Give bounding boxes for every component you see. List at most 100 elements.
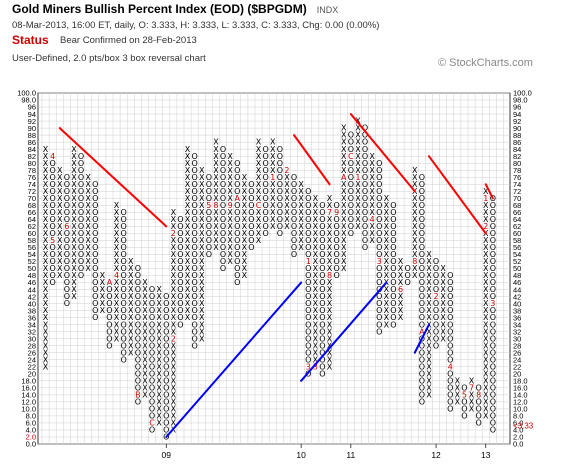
o-mark: O <box>348 215 354 224</box>
o-mark: O <box>277 159 283 168</box>
x-mark: X <box>426 250 432 259</box>
o-mark: O <box>50 187 56 196</box>
x-mark: X <box>384 236 390 245</box>
o-mark: O <box>334 250 340 259</box>
o-mark: O <box>163 376 169 385</box>
y-tick-label-right: 16.0 <box>513 384 528 393</box>
x-mark: X <box>483 208 489 217</box>
x-mark: X <box>43 362 49 371</box>
x-mark: X <box>355 131 361 140</box>
o-mark: O <box>447 271 453 280</box>
x-mark: X <box>43 187 49 196</box>
y-tick-label-left: 34 <box>28 320 36 329</box>
o-mark: O <box>390 285 396 294</box>
x-mark: X <box>313 299 319 308</box>
o-mark: O <box>447 390 453 399</box>
x-mark: X <box>57 180 63 189</box>
y-tick-label-left: 36 <box>28 313 36 322</box>
o-mark: O <box>419 215 425 224</box>
x-mark: X <box>142 341 148 350</box>
o-mark: O <box>234 243 240 252</box>
x-tick-label: 11 <box>346 450 355 460</box>
o-mark: O <box>106 334 112 343</box>
x-mark: X <box>213 236 219 245</box>
x-mark: X <box>426 299 432 308</box>
o-mark: O <box>419 369 425 378</box>
month-marker: 2 <box>483 222 488 231</box>
o-mark: O <box>206 180 212 189</box>
x-mark: X <box>398 306 404 315</box>
x-mark: X <box>227 180 233 189</box>
x-mark: X <box>412 180 418 189</box>
o-mark: O <box>163 362 169 371</box>
x-mark: X <box>227 215 233 224</box>
x-mark: X <box>455 390 461 399</box>
x-mark: X <box>227 222 233 231</box>
x-mark: X <box>71 292 77 301</box>
o-mark: O <box>319 285 325 294</box>
o-mark: O <box>433 299 439 308</box>
month-marker: 7 <box>469 383 474 392</box>
x-mark: X <box>341 152 347 161</box>
o-mark: O <box>248 236 254 245</box>
x-mark: X <box>327 250 333 259</box>
y-tick-label-left: 46 <box>28 278 36 287</box>
o-mark: O <box>490 412 496 421</box>
x-mark: X <box>412 201 418 210</box>
o-mark: O <box>78 222 84 231</box>
x-mark: X <box>313 320 319 329</box>
o-mark: O <box>163 341 169 350</box>
o-mark: O <box>192 271 198 280</box>
x-mark: X <box>398 257 404 266</box>
x-mark: X <box>85 187 91 196</box>
x-mark: X <box>270 145 276 154</box>
x-mark: X <box>384 320 390 329</box>
x-mark: X <box>71 201 77 210</box>
o-mark: O <box>206 194 212 203</box>
x-mark: X <box>256 173 262 182</box>
y-tick-label-right: 42 <box>513 292 521 301</box>
x-mark: X <box>426 292 432 301</box>
x-mark: X <box>369 222 375 231</box>
o-mark: O <box>390 229 396 238</box>
x-mark: X <box>412 215 418 224</box>
x-mark: X <box>483 285 489 294</box>
x-mark: X <box>171 215 177 224</box>
x-mark: X <box>185 264 191 273</box>
x-mark: X <box>483 264 489 273</box>
y-tick-label-left: 56 <box>28 243 36 252</box>
x-mark: X <box>256 159 262 168</box>
x-mark: X <box>327 229 333 238</box>
o-mark: O <box>277 215 283 224</box>
x-mark: X <box>199 327 205 336</box>
o-mark: O <box>206 215 212 224</box>
o-mark: O <box>319 341 325 350</box>
o-mark: O <box>419 222 425 231</box>
o-mark: O <box>490 285 496 294</box>
x-mark: X <box>242 180 248 189</box>
y-tick-label-left: 50 <box>28 264 36 273</box>
x-mark: X <box>156 405 162 414</box>
x-mark: X <box>298 201 304 210</box>
o-mark: O <box>376 159 382 168</box>
x-mark: X <box>455 397 461 406</box>
x-mark: X <box>483 306 489 315</box>
o-mark: O <box>220 201 226 210</box>
month-marker: 4 <box>448 362 453 371</box>
x-mark: X <box>483 313 489 322</box>
x-mark: X <box>128 299 134 308</box>
o-mark: O <box>433 271 439 280</box>
o-mark: O <box>149 405 155 414</box>
x-mark: X <box>483 250 489 259</box>
resistance-trendline <box>427 155 487 235</box>
o-mark: O <box>121 250 127 259</box>
x-mark: X <box>128 334 134 343</box>
o-mark: O <box>376 299 382 308</box>
